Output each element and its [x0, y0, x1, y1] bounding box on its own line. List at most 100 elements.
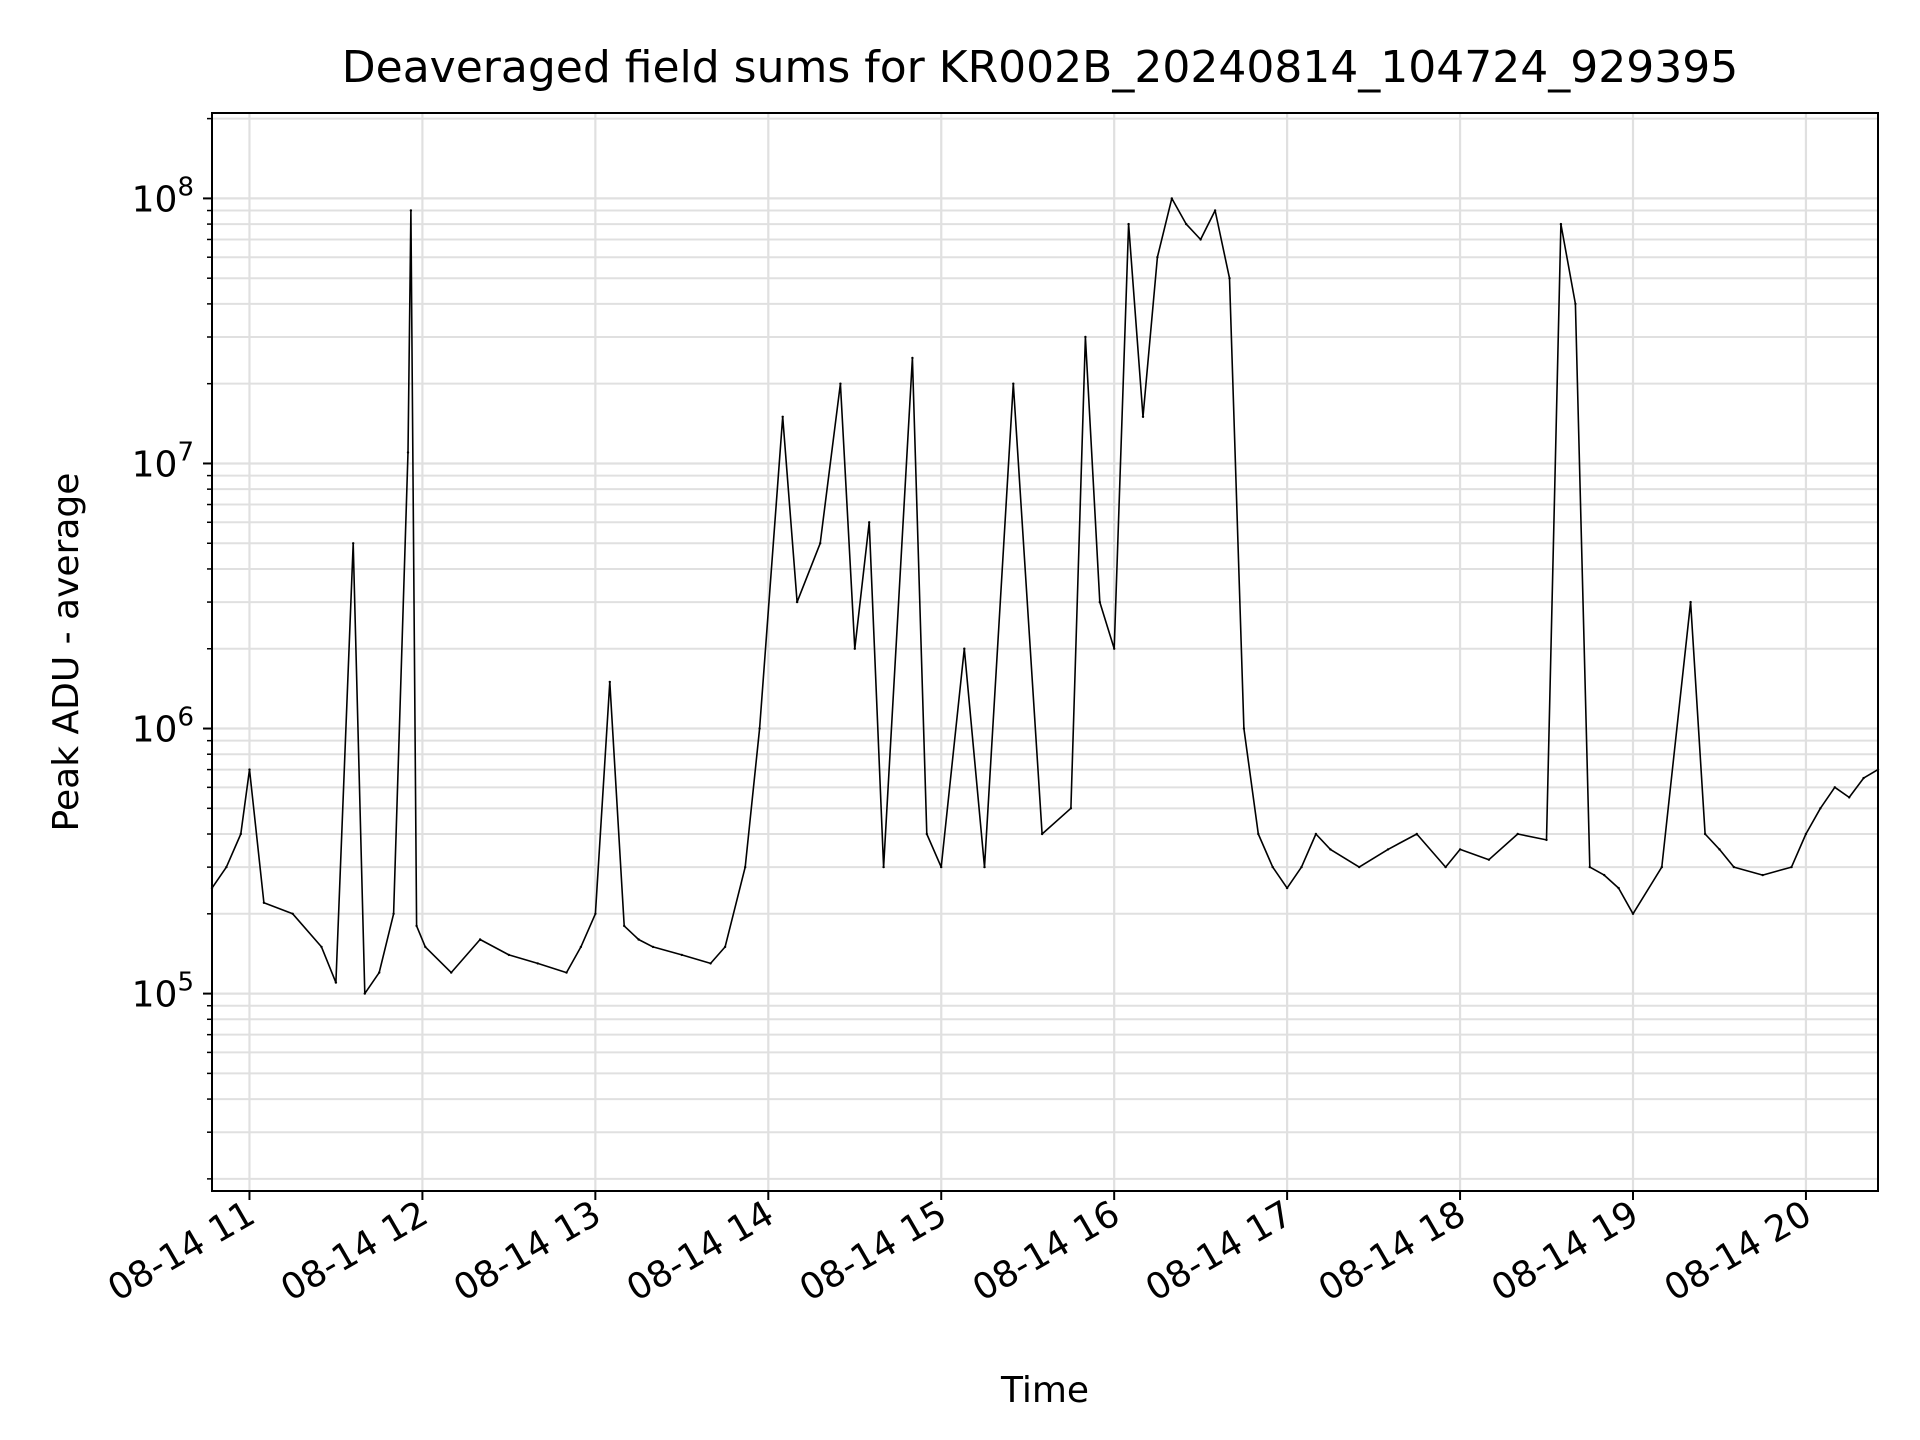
data-point [758, 727, 761, 730]
data-point [651, 945, 655, 949]
data-point [392, 912, 395, 915]
y-tick-base: 10 [132, 179, 178, 220]
data-point [1170, 197, 1174, 200]
data-point [1588, 865, 1592, 869]
data-point [1285, 886, 1289, 890]
data-point [882, 865, 885, 869]
data-point [925, 832, 928, 836]
data-point [409, 209, 413, 212]
data-point [1329, 848, 1332, 851]
data-point [248, 768, 251, 771]
data-point [709, 962, 712, 965]
data-point [320, 945, 323, 949]
data-point [352, 542, 355, 545]
data-point [1631, 912, 1635, 915]
data-point [723, 945, 727, 949]
data-point [839, 382, 842, 385]
data-point [565, 971, 568, 974]
data-point [415, 924, 418, 928]
data-point [1271, 865, 1274, 869]
y-tick-exponent: 7 [177, 437, 194, 467]
data-point [940, 865, 943, 869]
x-tick-label: 08-14 20 [1658, 1193, 1819, 1309]
data-point [608, 680, 611, 684]
plot-area [212, 113, 1878, 1191]
data-point [1185, 222, 1188, 226]
data-point [1300, 865, 1303, 869]
data-point [680, 953, 683, 957]
y-tick-label: 106 [132, 703, 194, 751]
data-point [1257, 832, 1260, 836]
data-point [1848, 796, 1851, 799]
data-point [1141, 415, 1145, 418]
y-tick-base: 10 [132, 444, 178, 485]
data-point [536, 962, 539, 965]
series-line [211, 197, 1879, 995]
data-point [1761, 873, 1764, 877]
data-point [1444, 865, 1447, 869]
data-point [1040, 832, 1044, 836]
data-point [363, 992, 366, 995]
y-tick-label: 105 [132, 968, 194, 1016]
data-point [1487, 858, 1491, 861]
data-point [781, 415, 784, 418]
data-point [1084, 335, 1087, 339]
data-point [1098, 600, 1102, 604]
data-point [507, 953, 511, 957]
data-layer [210, 197, 1880, 995]
data-point [1069, 807, 1073, 810]
x-tick-label: 08-14 11 [101, 1193, 262, 1309]
y-tick-label: 107 [132, 437, 194, 485]
data-point [1660, 865, 1664, 869]
data-point [744, 865, 747, 869]
data-point [225, 865, 228, 869]
data-point [1703, 832, 1707, 836]
x-tick-label: 08-14 12 [274, 1193, 435, 1309]
y-tick-label: 108 [132, 172, 194, 220]
data-point [1242, 727, 1246, 730]
plot-frame [211, 112, 1879, 1192]
data-point [1358, 865, 1361, 869]
data-point [868, 521, 871, 524]
data-point [1228, 277, 1231, 280]
x-tick-label: 08-14 19 [1485, 1193, 1646, 1309]
data-point [1819, 807, 1822, 810]
data-point [334, 981, 338, 984]
x-tick-label: 08-14 14 [620, 1193, 781, 1309]
chart-title: Deaveraged field sums for KR002B_2024081… [342, 42, 1738, 93]
data-point [1603, 873, 1606, 877]
data-point [853, 647, 856, 650]
data-point [1516, 832, 1519, 836]
data-point [1386, 848, 1390, 851]
data-point [424, 945, 427, 949]
y-tick-exponent: 8 [177, 172, 194, 202]
data-point [1732, 865, 1736, 869]
x-tick-label: 08-14 17 [1139, 1193, 1300, 1309]
data-point [1156, 256, 1159, 259]
data-point [1790, 865, 1793, 869]
data-point [579, 945, 583, 949]
y-tick-base: 10 [132, 975, 178, 1016]
data-point [1545, 838, 1548, 842]
x-tick-label: 08-14 16 [966, 1193, 1127, 1309]
data-point [1804, 832, 1808, 836]
data-point [378, 971, 381, 974]
y-tick-exponent: 5 [177, 968, 194, 998]
data-point [963, 647, 966, 650]
data-point [1012, 382, 1015, 385]
data-point [1862, 776, 1865, 780]
y-axis-label: Peak ADU - average [46, 473, 87, 832]
data-point [291, 912, 294, 915]
data-point [1617, 886, 1620, 890]
x-tick-label: 08-14 13 [447, 1193, 608, 1309]
data-point [1213, 209, 1217, 212]
data-point [1718, 848, 1721, 851]
data-point [795, 600, 799, 604]
data-point [1113, 647, 1116, 650]
data-point [406, 451, 410, 454]
data-point [637, 938, 640, 941]
data-point [262, 901, 266, 904]
data-point [1314, 832, 1318, 836]
data-point [478, 938, 482, 941]
